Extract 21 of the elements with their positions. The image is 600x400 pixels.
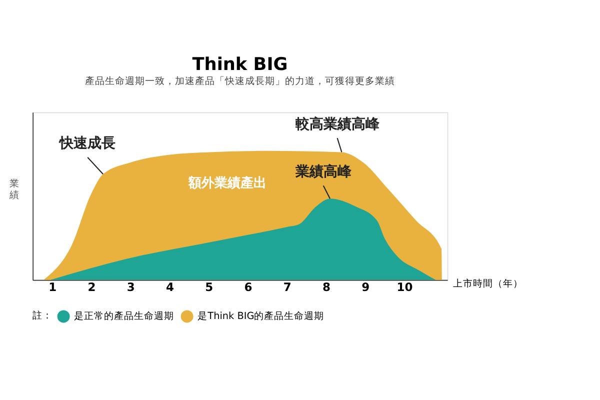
x-tick-label: 1 (48, 280, 57, 294)
annotation: 業績高峰 (294, 162, 352, 180)
y-axis-title: 業績 (8, 177, 20, 201)
annotation: 較高業績高峰 (294, 115, 380, 132)
x-tick-label: 2 (88, 280, 96, 294)
legend-title: 註： (32, 310, 53, 322)
legend-label: 是正常的產品生命週期 (74, 310, 174, 322)
x-axis-title: 上市時間（年） (453, 278, 524, 290)
legend-label: 是Think BIG的產品生命週期 (198, 310, 324, 322)
x-tick-label: 3 (126, 280, 135, 294)
chart-title: Think BIG (192, 54, 288, 75)
x-tick-label: 4 (166, 280, 174, 294)
x-tick-label: 8 (322, 280, 331, 294)
x-tick-label: 7 (283, 280, 292, 294)
x-tick-label: 9 (362, 280, 370, 294)
x-tick-label: 5 (205, 280, 214, 294)
x-tick-label: 10 (396, 280, 413, 294)
annotation: 快速成長 (58, 136, 116, 152)
chart-subtitle: 產品生命週期一致，加速產品「快速成長期」的力道，可獲得更多業績 (85, 75, 395, 87)
x-tick-label: 6 (244, 280, 252, 294)
annotation: 額外業績產出 (188, 175, 267, 192)
